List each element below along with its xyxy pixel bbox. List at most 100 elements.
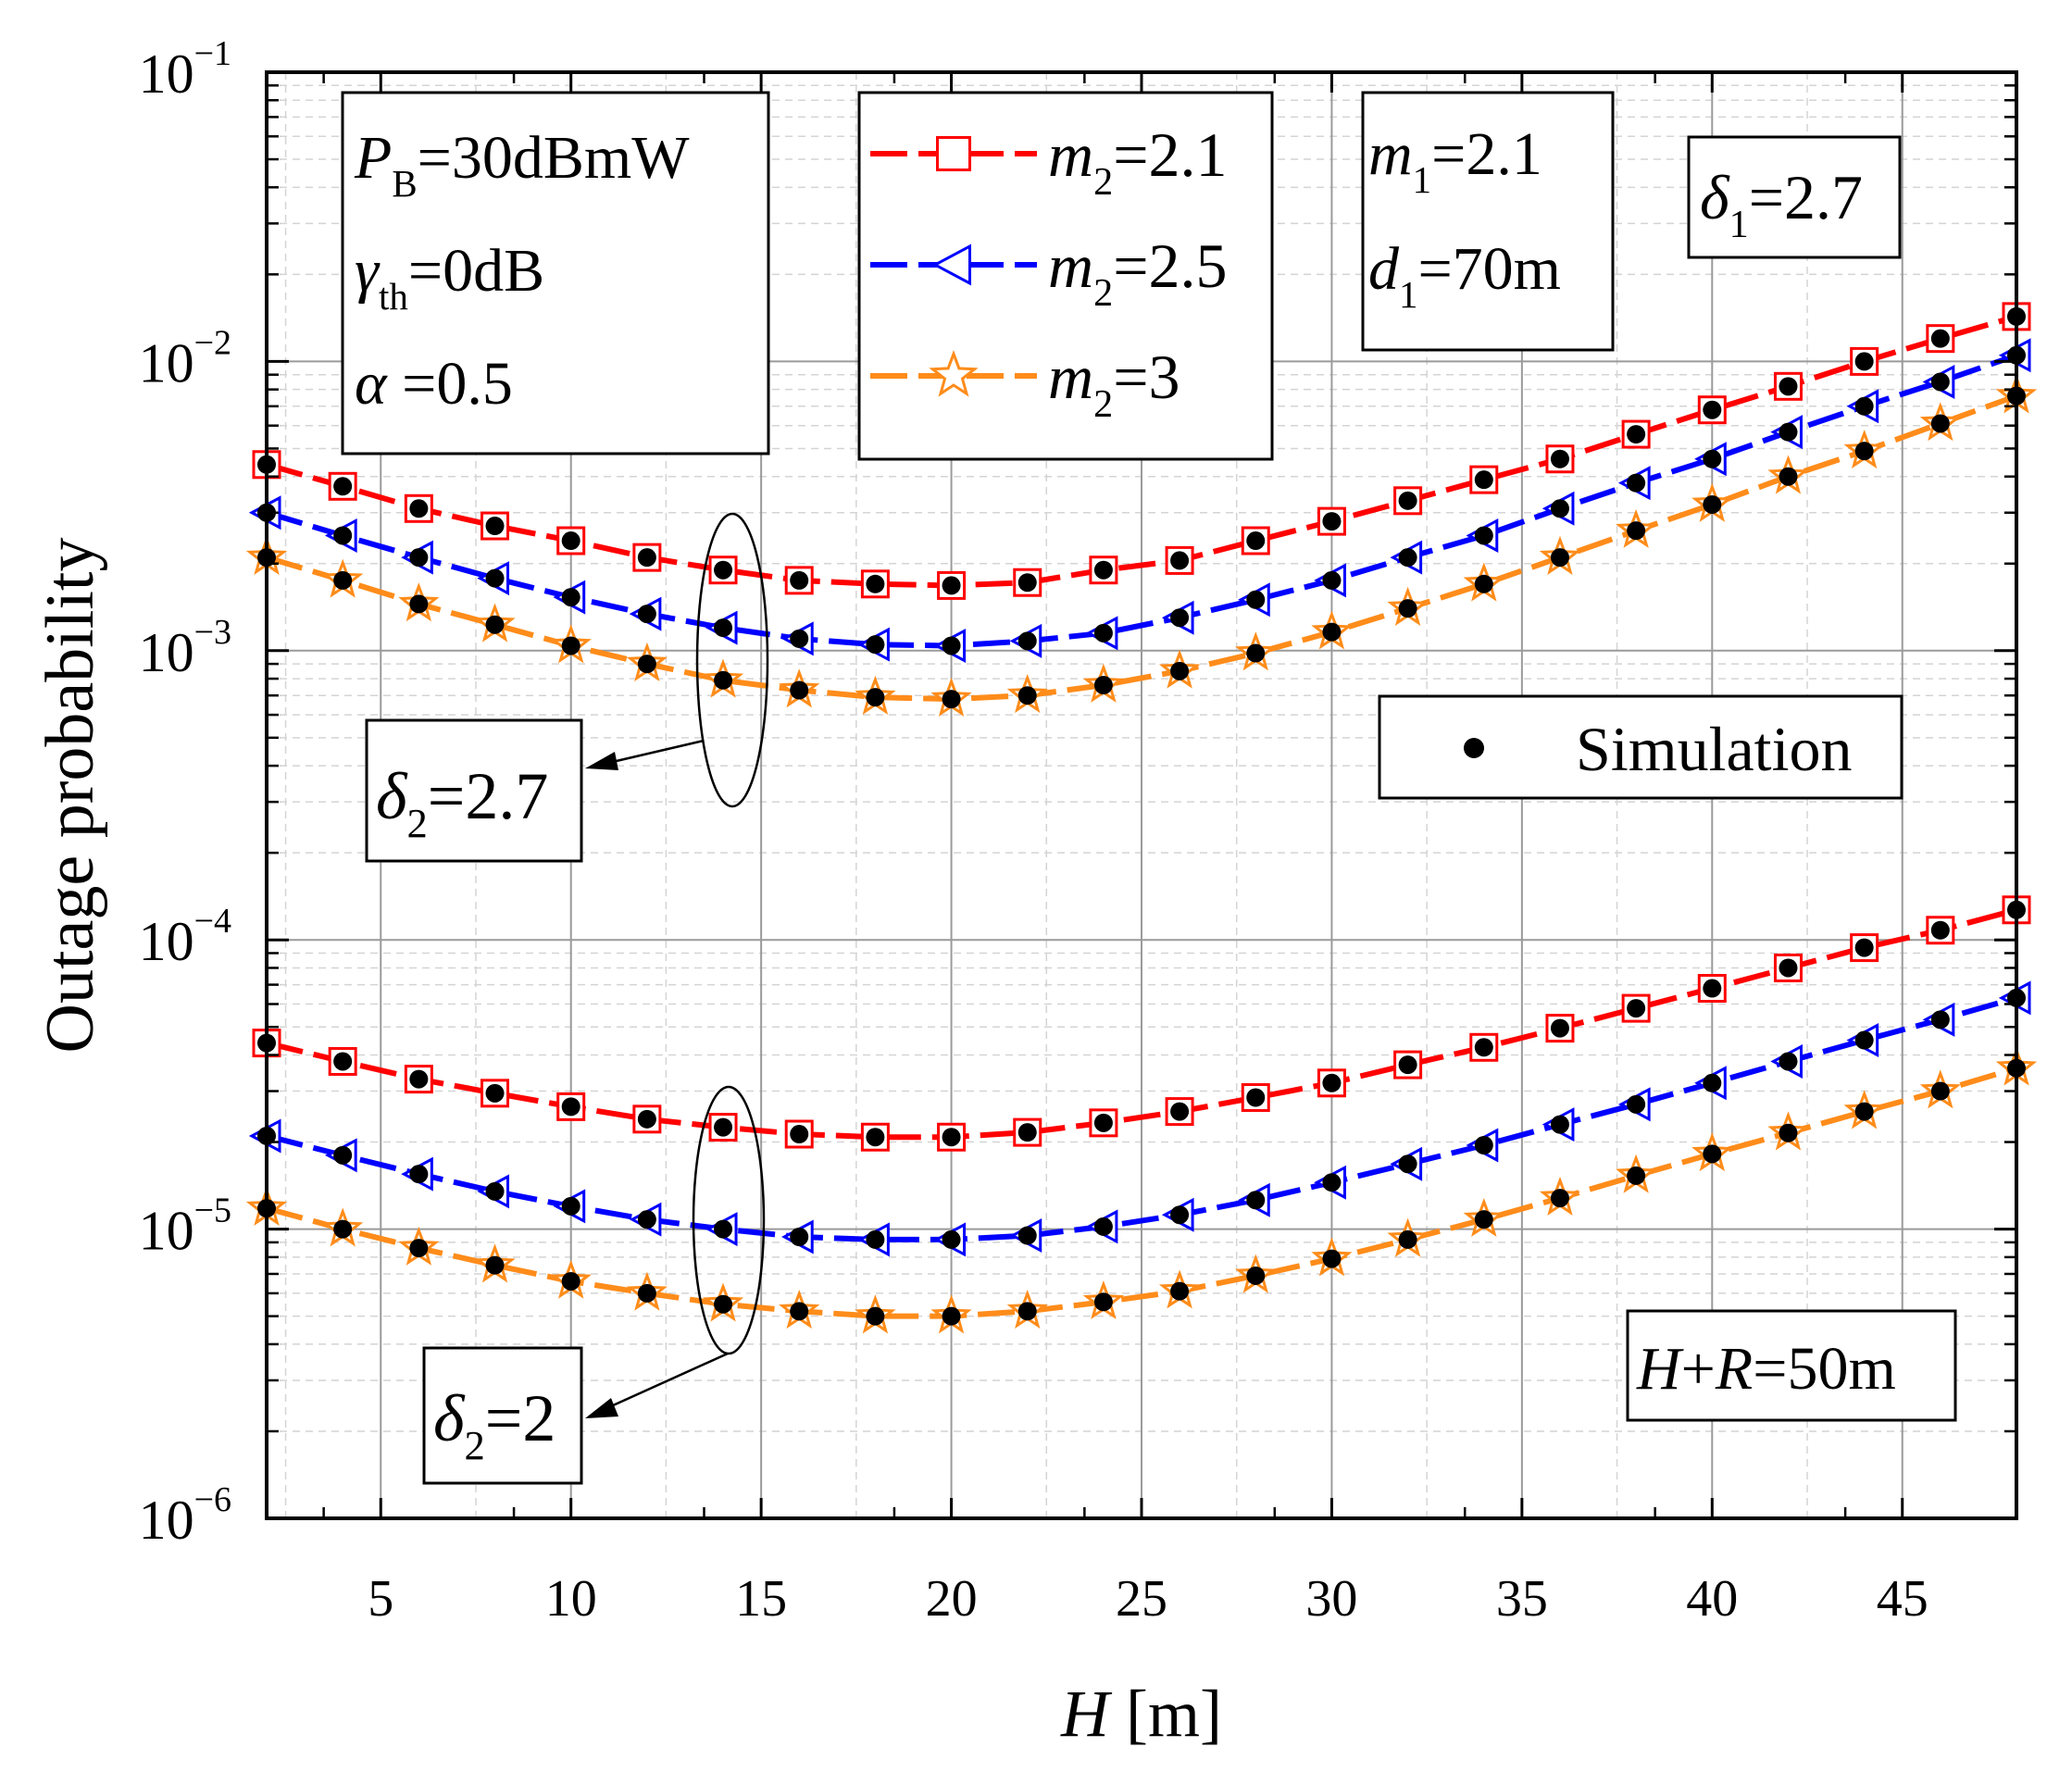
simulation-point bbox=[409, 1165, 429, 1184]
y-tick-exponent: −5 bbox=[194, 1192, 231, 1230]
annotation-arrow-lower bbox=[592, 1352, 729, 1416]
hr-label: H+R=50m bbox=[1636, 1335, 1896, 1403]
simulation-point bbox=[1017, 573, 1037, 593]
param-0-value: =30dBmW bbox=[418, 124, 691, 192]
simulation-point bbox=[1093, 1113, 1113, 1132]
m1-d1-1: d1=70m bbox=[1368, 235, 1561, 316]
simulation-point bbox=[1474, 1210, 1493, 1229]
simulation-point bbox=[1930, 414, 1950, 433]
simulation-point bbox=[637, 1210, 656, 1229]
simulation-point bbox=[1779, 1123, 1798, 1142]
series-markers bbox=[245, 302, 2038, 1334]
simulation-point bbox=[1703, 494, 1722, 514]
simulation-point bbox=[866, 688, 885, 707]
simulation-point bbox=[1854, 442, 1874, 461]
delta2-upper-label-sub: 2 bbox=[406, 800, 427, 846]
simulation-point bbox=[1474, 574, 1493, 593]
simulation-point bbox=[790, 629, 809, 648]
simulation-point bbox=[1398, 491, 1417, 510]
simulation-point bbox=[1854, 1102, 1874, 1121]
group-ellipse-lower bbox=[692, 1085, 766, 1355]
simulation-point bbox=[1322, 622, 1342, 642]
legend-entry-2-value: =3 bbox=[1113, 342, 1180, 412]
simulation-point bbox=[637, 548, 656, 568]
delta2-lower-box bbox=[422, 1346, 583, 1485]
simulation-point bbox=[1930, 329, 1950, 348]
simulation-point bbox=[409, 594, 429, 614]
simulation-point bbox=[1779, 1052, 1798, 1071]
simulation-point bbox=[1170, 1102, 1190, 1121]
simulation-legend-label: Simulation bbox=[1576, 714, 1852, 784]
simulation-point bbox=[485, 1083, 505, 1103]
simulation-point bbox=[1170, 661, 1190, 680]
param-1-sub: th bbox=[379, 276, 408, 318]
param-1-var: γ bbox=[355, 237, 381, 305]
simulation-point bbox=[714, 670, 733, 690]
legend-entry-0: m2=2.1 bbox=[1048, 119, 1228, 204]
simulation-point bbox=[866, 1229, 885, 1249]
delta2-lower-label: δ2=2 bbox=[433, 1381, 555, 1468]
y-tick-base: 10 bbox=[139, 44, 194, 105]
x-tick-label: 40 bbox=[1686, 1570, 1738, 1628]
marker-triangle-left bbox=[931, 243, 971, 286]
simulation-point bbox=[1703, 400, 1722, 419]
simulation-point bbox=[1779, 377, 1798, 396]
simulation-point bbox=[1854, 938, 1874, 957]
y-tick-exponent: −3 bbox=[194, 613, 231, 652]
simulation-point bbox=[1322, 1249, 1342, 1268]
x-tick-label: 5 bbox=[368, 1570, 393, 1628]
simulation-point bbox=[409, 499, 429, 518]
simulation-point bbox=[1627, 999, 1646, 1018]
simulation-point bbox=[1246, 1266, 1266, 1285]
hr-box bbox=[1626, 1309, 1957, 1422]
simulation-point bbox=[637, 1109, 656, 1129]
simulation-point bbox=[866, 574, 885, 593]
y-tick-exponent: −4 bbox=[194, 902, 231, 941]
group-ellipse-upper bbox=[695, 512, 769, 808]
simulation-point bbox=[866, 1306, 885, 1326]
param-2-value: =0.5 bbox=[387, 350, 513, 418]
simulation-point bbox=[1627, 1094, 1646, 1114]
simulation-point bbox=[1930, 372, 1950, 392]
simulation-point bbox=[1093, 1217, 1113, 1236]
simulation-point bbox=[1550, 1018, 1569, 1038]
simulation-point bbox=[1474, 1038, 1493, 1057]
m1-d1-0: m1=2.1 bbox=[1368, 120, 1542, 201]
simulation-point bbox=[1627, 473, 1646, 493]
params-box bbox=[341, 91, 770, 455]
x-axis-var: H bbox=[1060, 1677, 1113, 1751]
simulation-point bbox=[333, 526, 353, 545]
simulation-point bbox=[1550, 499, 1569, 518]
legend-entry-2-sub: 2 bbox=[1093, 382, 1113, 426]
m1-d1-1-var: d bbox=[1368, 235, 1400, 303]
simulation-point bbox=[1627, 1166, 1646, 1185]
simulation-point bbox=[1017, 1226, 1037, 1245]
legend-entry-2: m2=3 bbox=[1048, 342, 1180, 426]
simulation-point bbox=[637, 605, 656, 624]
param-0-sub: B bbox=[392, 163, 417, 205]
param-1-value: =0dB bbox=[408, 237, 544, 305]
simulation-point bbox=[1854, 352, 1874, 371]
simulation-point bbox=[1398, 1229, 1417, 1249]
simulation-point bbox=[1017, 686, 1037, 705]
y-tick-label: 10−1 bbox=[139, 34, 231, 105]
hr-plus: + bbox=[1681, 1335, 1716, 1403]
y-tick-label: 10−4 bbox=[139, 902, 231, 972]
simulation-point bbox=[1779, 422, 1798, 442]
y-axis-title: Outage probability bbox=[32, 538, 108, 1054]
param-2: α =0.5 bbox=[355, 350, 513, 418]
tick-labels: 5 10 15 20 25 30 35 40 4510−110−210−310−410−510−… bbox=[32, 34, 1928, 1751]
simulation-point bbox=[485, 1181, 505, 1201]
simulation-point bbox=[790, 1302, 809, 1321]
simulation-point bbox=[714, 1294, 733, 1314]
simulation-point bbox=[1930, 1081, 1950, 1101]
simulation-point bbox=[561, 1196, 580, 1216]
y-tick-base: 10 bbox=[139, 1201, 194, 1262]
m1-d1-1-value: =70m bbox=[1417, 235, 1561, 303]
delta2-lower-label-sub: 2 bbox=[464, 1422, 484, 1468]
simulation-point bbox=[1093, 1292, 1113, 1312]
marker-square bbox=[936, 136, 971, 171]
simulation-point bbox=[1093, 676, 1113, 695]
simulation-point bbox=[333, 1219, 353, 1239]
